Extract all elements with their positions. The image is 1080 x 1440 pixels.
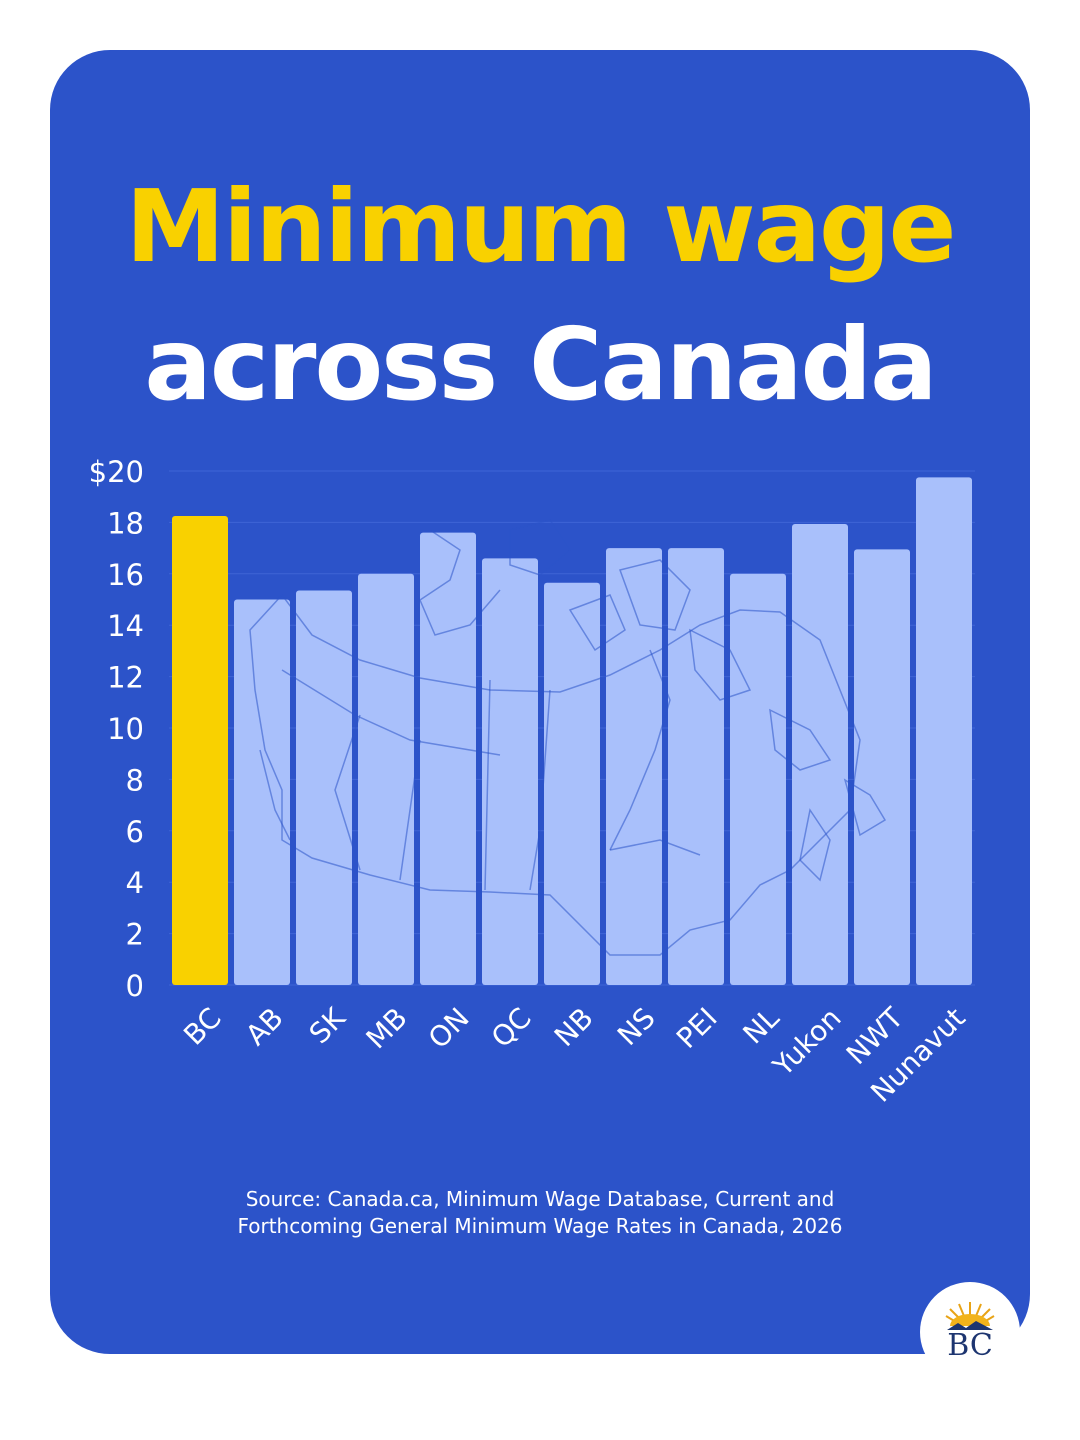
sunrise-icon	[945, 1302, 995, 1330]
map-outline	[249, 593, 861, 956]
map-outline	[689, 628, 752, 701]
map-outline	[334, 714, 361, 871]
title-line-1: Minimum wage	[125, 168, 957, 285]
map-outline	[399, 739, 421, 881]
bar-ab	[234, 599, 290, 985]
map-outline	[509, 519, 571, 576]
bars	[172, 477, 972, 985]
map-outline	[799, 808, 831, 882]
infographic-card: Minimum wage across Canada 0 2 4 6 8 10 12 14 16…	[50, 50, 1030, 1382]
y-tick-label: 16	[107, 558, 144, 592]
x-label-on: ON	[422, 1001, 476, 1055]
bar-bc	[172, 515, 228, 985]
x-label-sk: SK	[303, 1001, 352, 1050]
x-label-nb: NB	[548, 1001, 600, 1053]
bar-chart: 0 2 4 6 8 10 12 14 16 18 $20 BC AB SK MB ON QC NB NS PEI NL…	[89, 455, 975, 1109]
x-label-qc: QC	[485, 1001, 538, 1054]
y-tick-label: 18	[107, 506, 144, 540]
source-line-1: Source: Canada.ca, Minimum Wage Database…	[245, 1187, 835, 1211]
bc-logo: BC	[920, 1282, 1020, 1382]
x-label-pei: PEI	[670, 1001, 724, 1055]
y-tick-label: 4	[126, 866, 144, 900]
bar-nwt	[854, 549, 910, 985]
map-outline	[484, 679, 491, 891]
bar-on	[420, 532, 476, 985]
map-outline	[259, 749, 291, 841]
map-outline	[619, 559, 691, 631]
y-tick-label: $20	[89, 455, 144, 489]
logo-text: BC	[947, 1328, 993, 1363]
y-axis-labels: 0 2 4 6 8 10 12 14 16 18 $20	[89, 455, 144, 1003]
y-tick-label: 2	[126, 918, 144, 952]
source-note: Source: Canada.ca, Minimum Wage Database…	[50, 1186, 1030, 1240]
y-tick-label: 8	[126, 763, 144, 797]
bar-mb	[358, 573, 414, 985]
y-tick-label: 12	[107, 661, 144, 695]
x-label-mb: MB	[360, 1001, 414, 1055]
map-outline	[609, 839, 701, 856]
map-outline	[281, 669, 501, 756]
y-tick-label: 0	[126, 969, 144, 1003]
title-line-2: across Canada	[144, 306, 937, 423]
y-tick-label: 6	[126, 815, 144, 849]
map-outline	[529, 689, 551, 891]
y-tick-label: 14	[107, 609, 144, 643]
x-label-bc: BC	[177, 1001, 227, 1051]
x-label-yukon: Yukon	[766, 1001, 848, 1083]
bar-yukon	[792, 523, 848, 985]
bar-sk	[296, 590, 352, 985]
x-label-ns: NS	[611, 1001, 662, 1052]
bar-nunavut	[916, 477, 972, 985]
bar-pei	[668, 548, 724, 985]
x-label-ab: AB	[239, 1001, 289, 1051]
bar-nl	[730, 573, 786, 985]
map-outline	[769, 708, 832, 771]
bar-nb	[544, 582, 600, 985]
map-outline	[568, 594, 626, 652]
source-line-2: Forthcoming General Minimum Wage Rates i…	[237, 1214, 843, 1238]
bar-ns	[606, 548, 662, 985]
bar-qc	[482, 558, 538, 985]
y-tick-label: 10	[107, 712, 144, 746]
canada-map-icon	[249, 519, 887, 956]
map-outline	[843, 778, 887, 837]
map-outline	[609, 649, 671, 851]
x-label-nl: NL	[736, 1001, 785, 1050]
map-outline	[419, 529, 501, 636]
